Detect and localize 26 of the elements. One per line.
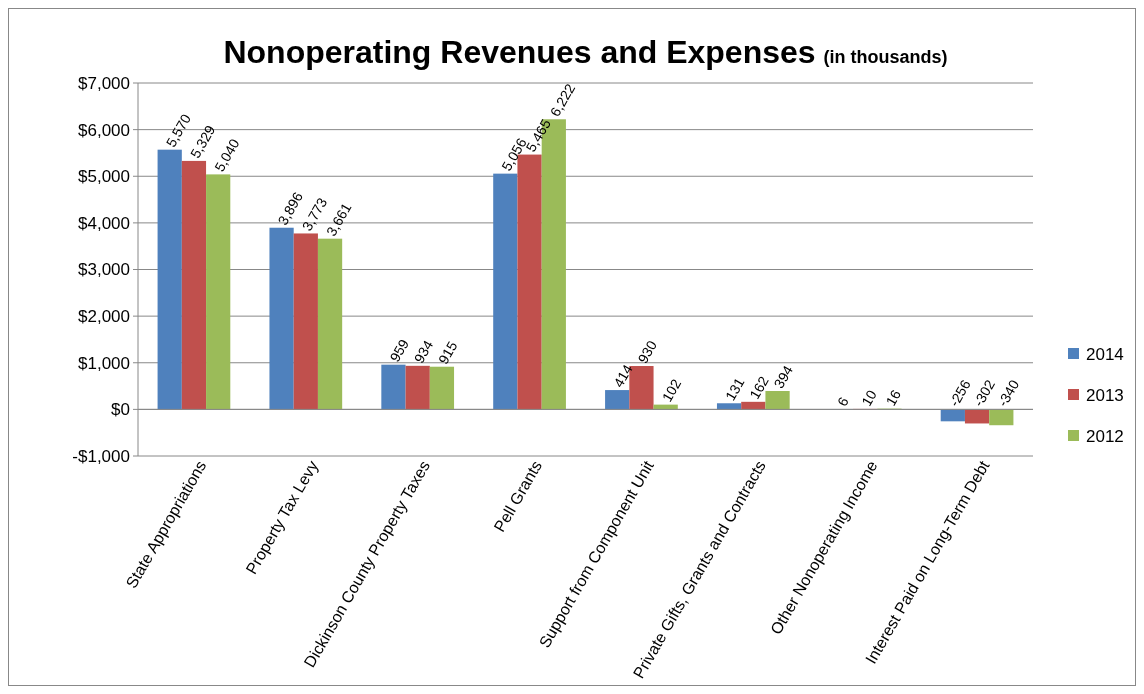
data-label: 930: [634, 337, 661, 366]
y-tick-label: $2,000: [78, 307, 130, 327]
data-label: 10: [858, 387, 880, 409]
y-tick-label: $1,000: [78, 353, 130, 373]
y-tick-label: $6,000: [78, 120, 130, 140]
legend-label: 2014: [1086, 344, 1124, 364]
y-tick-label: $0: [111, 400, 130, 420]
y-tick-label: $7,000: [78, 73, 130, 93]
y-tick-label: $5,000: [78, 167, 130, 187]
data-label: 131: [722, 374, 748, 404]
chart-subtitle: (in thousands): [823, 47, 948, 67]
data-label: 934: [410, 337, 437, 366]
data-label: 959: [386, 336, 413, 365]
y-tick-label: -$1,000: [72, 446, 130, 466]
data-label: 414: [610, 361, 636, 391]
data-label: 102: [658, 376, 685, 405]
data-label: 915: [434, 338, 461, 367]
chart-title: Nonoperating Revenues and Expenses: [223, 34, 816, 70]
legend-label: 2013: [1086, 385, 1124, 405]
y-tick-label: $4,000: [78, 213, 130, 233]
data-label: 6: [833, 394, 852, 410]
data-label: 162: [746, 373, 772, 402]
y-tick-label: $3,000: [78, 260, 130, 280]
data-label: 16: [882, 386, 905, 409]
legend-label: 2012: [1086, 426, 1124, 446]
data-label: 394: [770, 362, 797, 391]
